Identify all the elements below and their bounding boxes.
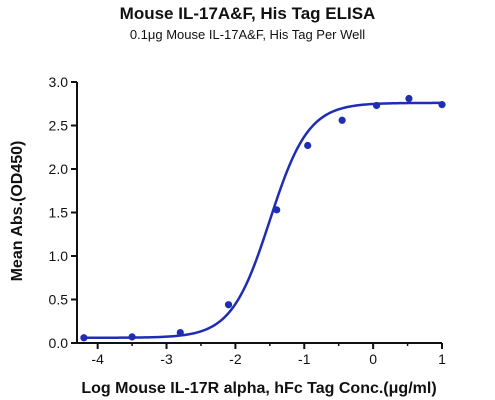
data-point bbox=[338, 116, 346, 124]
axes: 0.0 0.5 1.0 1.5 2.0 2.5 3.0 -4 -3 -2 -1 0 1 bbox=[49, 74, 447, 367]
data-point bbox=[405, 94, 413, 103]
data-point bbox=[224, 301, 233, 309]
fit-curve bbox=[83, 101, 443, 340]
data-point bbox=[80, 334, 88, 342]
y-tick-label: 2.5 bbox=[49, 118, 69, 134]
data-point bbox=[372, 101, 381, 110]
data-point bbox=[438, 101, 446, 109]
data-point bbox=[273, 206, 281, 214]
fit-curve-group bbox=[83, 101, 443, 340]
x-tick-label: -4 bbox=[91, 351, 104, 367]
x-tick-label: -1 bbox=[298, 351, 311, 367]
chart-title: Mouse IL-17A&F, His Tag ELISA bbox=[119, 4, 376, 23]
x-tick-label: 1 bbox=[438, 351, 446, 367]
y-tick-label: 1.0 bbox=[49, 248, 69, 264]
x-tick-label: -2 bbox=[229, 351, 242, 367]
x-tick-label: 0 bbox=[369, 351, 377, 367]
y-tick-label: 0.0 bbox=[49, 335, 69, 351]
data-point bbox=[304, 141, 312, 150]
y-tick-label: 3.0 bbox=[49, 74, 69, 90]
y-tick-label: 2.0 bbox=[49, 161, 69, 177]
x-axis-label: Log Mouse IL-17R alpha, hFc Tag Conc.(μg… bbox=[81, 380, 436, 397]
chart-subtitle: 0.1μg Mouse IL-17A&F, His Tag Per Well bbox=[129, 27, 366, 42]
y-tick-label: 1.5 bbox=[49, 205, 69, 221]
data-points bbox=[80, 94, 446, 342]
x-tick-label: -3 bbox=[160, 351, 173, 367]
y-axis-label: Mean Abs.(OD450) bbox=[9, 141, 26, 282]
data-point bbox=[176, 328, 184, 337]
data-point bbox=[128, 333, 136, 341]
y-tick-label: 0.5 bbox=[49, 292, 69, 308]
